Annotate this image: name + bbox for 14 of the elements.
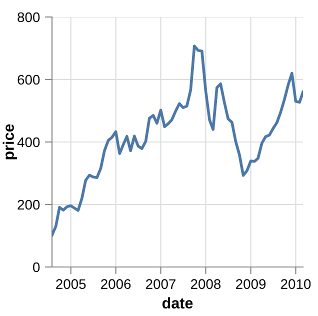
x-tick-label: 2007: [146, 279, 176, 290]
x-tick-label: 2010: [280, 279, 311, 290]
x-tick-label: 2006: [101, 279, 131, 290]
x-axis-title: date: [162, 297, 193, 309]
x-tick-label: 2009: [236, 279, 266, 290]
y-tick-label: 200: [18, 200, 40, 210]
y-tick-label: 800: [18, 12, 40, 22]
x-tick-label: 2005: [56, 279, 86, 290]
y-tick-label: 400: [17, 137, 40, 148]
y-axis-title: price: [2, 124, 17, 160]
y-tick-label: 0: [33, 262, 40, 272]
x-tick-label: 2008: [190, 279, 221, 290]
y-tick-label: 600: [18, 74, 40, 85]
line-series: [52, 44, 303, 237]
